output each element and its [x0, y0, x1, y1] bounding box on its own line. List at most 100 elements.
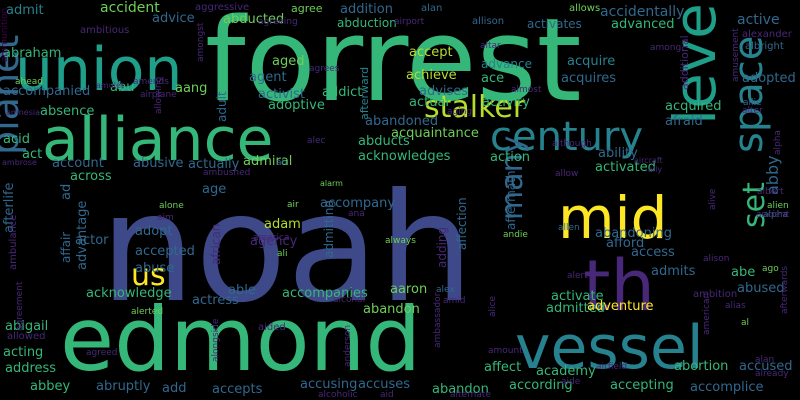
cloud-word: aide — [561, 377, 581, 387]
cloud-word: alec — [307, 136, 326, 146]
cloud-word: agreement — [15, 281, 25, 331]
cloud-word: adventure — [587, 299, 654, 314]
cloud-word: abu — [110, 80, 134, 95]
cloud-word: acquaintance — [391, 126, 479, 141]
cloud-word: actress — [192, 293, 239, 308]
cloud-word: accepting — [610, 378, 674, 393]
cloud-word: accompany — [320, 196, 395, 211]
cloud-word: alan — [421, 3, 442, 14]
cloud-word: amends — [133, 77, 169, 87]
cloud-word: abortion — [674, 359, 728, 374]
cloud-word: us — [131, 258, 166, 293]
cloud-word: abby — [763, 155, 782, 195]
cloud-word: ammunition — [0, 8, 10, 62]
cloud-word: alien — [767, 201, 789, 211]
cloud-word: aged — [272, 54, 304, 69]
cloud-word: accepts — [212, 382, 263, 397]
cloud-word: abusive — [133, 156, 184, 171]
cloud-word: acid — [3, 132, 30, 147]
cloud-word: acquired — [665, 99, 722, 114]
cloud-word: among — [650, 43, 681, 53]
cloud-word: affair — [59, 232, 73, 263]
cloud-word: agreed — [86, 348, 118, 358]
cloud-word: activate — [551, 289, 604, 304]
cloud-word: aided — [258, 322, 286, 333]
cloud-word: agreeing — [258, 17, 298, 27]
cloud-word: ambulance — [8, 215, 19, 270]
cloud-word: alan — [755, 355, 774, 365]
cloud-word: set — [737, 182, 772, 228]
cloud-word: stalker — [424, 90, 526, 125]
cloud-word: acknowledges — [358, 149, 451, 164]
cloud-word: activates — [527, 17, 582, 31]
cloud-word: alcohol — [333, 295, 365, 305]
cloud-word: alarm — [320, 179, 343, 188]
cloud-word: accused — [739, 359, 793, 374]
cloud-word: ability — [598, 146, 638, 161]
cloud-word: alone — [159, 201, 184, 211]
cloud-word: alpha — [763, 210, 788, 220]
cloud-word: actual — [409, 95, 449, 110]
cloud-word: aaron — [390, 282, 427, 297]
cloud-word: admits — [651, 264, 696, 279]
cloud-word: aang — [175, 81, 207, 96]
cloud-word: admiral — [243, 154, 292, 169]
cloud-word: alison — [703, 254, 729, 264]
cloud-word: affect — [484, 360, 521, 375]
cloud-word: although — [552, 139, 592, 149]
cloud-word: acting — [3, 345, 43, 360]
cloud-word: alpha — [773, 130, 783, 155]
cloud-word: many — [495, 136, 530, 220]
cloud-word: always — [385, 236, 416, 246]
cloud-word: ally — [648, 165, 662, 174]
cloud-word: ancient — [756, 210, 790, 220]
cloud-word: andie — [503, 230, 528, 240]
cloud-word: amongst — [196, 22, 206, 62]
cloud-word: ambrose — [2, 158, 37, 167]
cloud-word: accusing — [300, 377, 357, 392]
cloud-word: aftermath — [504, 170, 518, 230]
cloud-word: al — [741, 318, 749, 328]
cloud-word: ah — [276, 158, 287, 168]
cloud-word: affection — [455, 197, 469, 250]
cloud-word: abigail — [5, 319, 48, 334]
cloud-word: amnesia — [6, 108, 40, 117]
cloud-word: accept — [409, 45, 453, 60]
cloud-word: ahead — [15, 77, 43, 87]
cloud-word: abandon — [432, 382, 489, 397]
cloud-word: admitted — [546, 301, 605, 316]
cloud-word: afterwards — [780, 266, 790, 314]
cloud-word: alternate — [450, 390, 491, 400]
cloud-word: ace — [481, 71, 504, 86]
cloud-word: according — [509, 378, 573, 393]
cloud-word: absence — [40, 104, 94, 119]
cloud-word: aging — [447, 107, 472, 117]
cloud-word: aid — [380, 390, 394, 400]
cloud-word: alias — [725, 301, 746, 311]
cloud-word: alliance — [42, 105, 273, 175]
cloud-word: adopt — [135, 224, 173, 239]
cloud-word: almost — [511, 85, 542, 95]
cloud-word: accompanies — [282, 286, 368, 301]
cloud-word: accuses — [358, 377, 410, 392]
cloud-word: ad — [59, 184, 74, 200]
cloud-word: alter — [742, 106, 763, 116]
cloud-word: th — [583, 245, 655, 327]
cloud-word: agency — [250, 234, 298, 249]
cloud-word: alexander — [742, 29, 793, 40]
cloud-word: altar — [480, 41, 501, 51]
cloud-word: aircraft — [634, 156, 663, 165]
cloud-word: level — [661, 0, 729, 125]
cloud-word: advanced — [611, 17, 675, 32]
cloud-word: advantage — [75, 201, 90, 270]
cloud-word: able — [228, 283, 256, 298]
cloud-word: adopted — [742, 71, 796, 86]
cloud-word: allowed — [7, 331, 45, 342]
cloud-word: allie — [743, 98, 762, 108]
cloud-word: planet — [0, 35, 27, 155]
cloud-word: actor — [75, 233, 109, 248]
cloud-word: allow — [555, 169, 578, 179]
cloud-word: vessel — [515, 313, 704, 383]
cloud-word: admitting — [322, 200, 336, 258]
